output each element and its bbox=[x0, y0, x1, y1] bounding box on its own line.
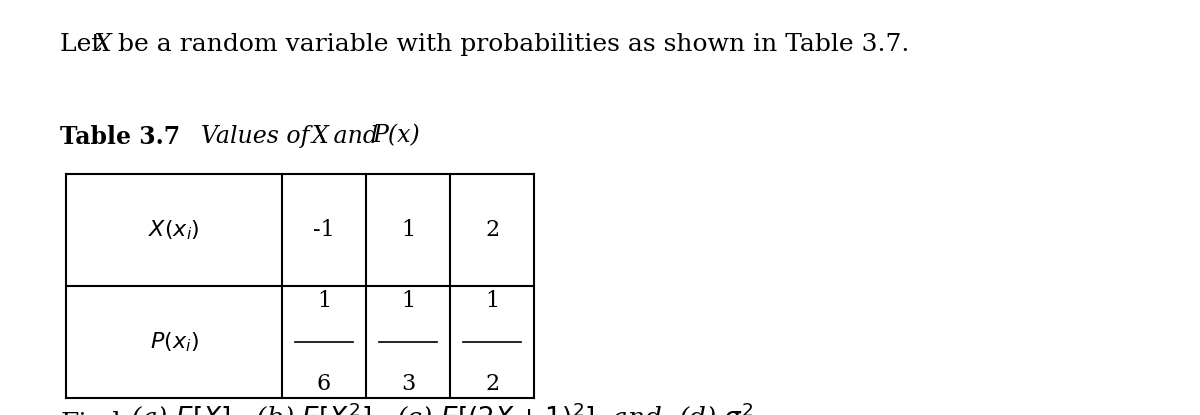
Text: $P(x_i)$: $P(x_i)$ bbox=[150, 331, 198, 354]
Text: -1: -1 bbox=[313, 219, 335, 242]
Text: Values of: Values of bbox=[186, 124, 317, 147]
Text: and: and bbox=[326, 124, 386, 147]
Text: 6: 6 bbox=[317, 373, 331, 395]
Text: 1: 1 bbox=[485, 290, 499, 312]
Text: 2: 2 bbox=[485, 373, 499, 395]
Text: Find: Find bbox=[60, 411, 121, 415]
Text: Table 3.7: Table 3.7 bbox=[60, 124, 180, 149]
Text: (a) $E[X]$,  (b) $E[X^2]$,  (c) $E[(2X+1)^2]$  and  (d) $\sigma_x^2$.: (a) $E[X]$, (b) $E[X^2]$, (c) $E[(2X+1)^… bbox=[114, 400, 762, 415]
Text: 1: 1 bbox=[401, 219, 415, 242]
Text: 1: 1 bbox=[401, 290, 415, 312]
Text: X: X bbox=[312, 124, 329, 147]
Text: P(x): P(x) bbox=[372, 124, 420, 147]
Text: 2: 2 bbox=[485, 219, 499, 242]
Text: $X(x_i)$: $X(x_i)$ bbox=[148, 219, 200, 242]
Text: Let: Let bbox=[60, 33, 109, 56]
Text: be a random variable with probabilities as shown in Table 3.7.: be a random variable with probabilities … bbox=[110, 33, 910, 56]
Text: X: X bbox=[94, 33, 112, 56]
Text: 1: 1 bbox=[317, 290, 331, 312]
Text: 3: 3 bbox=[401, 373, 415, 395]
